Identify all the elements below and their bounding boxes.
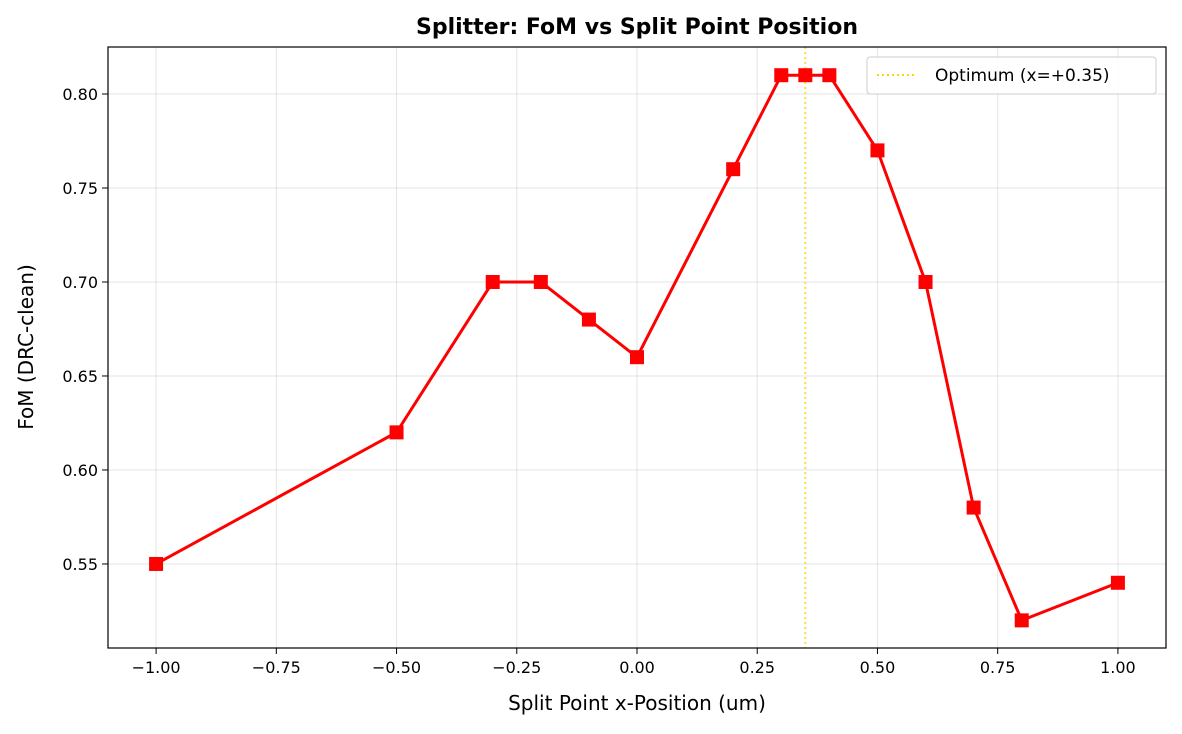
- data-point: [774, 68, 789, 83]
- x-tick-label: −0.25: [492, 658, 541, 677]
- y-axis: 0.55 0.60 0.65 0.70 0.75 0.80: [62, 85, 108, 574]
- data-point: [533, 274, 548, 289]
- x-tick-label: 0.25: [739, 658, 775, 677]
- x-tick-label: −0.75: [252, 658, 301, 677]
- y-tick-label: 0.75: [62, 179, 98, 198]
- data-point: [389, 425, 404, 440]
- grid: [108, 47, 1166, 648]
- y-tick-label: 0.80: [62, 85, 98, 104]
- legend-label: Optimum (x=+0.35): [935, 66, 1110, 86]
- x-tick-label: −1.00: [132, 658, 181, 677]
- y-tick-label: 0.55: [62, 555, 98, 574]
- data-point: [485, 274, 500, 289]
- data-point: [870, 143, 885, 158]
- data-point: [726, 162, 741, 177]
- y-tick-label: 0.70: [62, 273, 98, 292]
- x-axis: −1.00 −0.75 −0.50 −0.25 0.00 0.25 0.50 0.75 1.00: [132, 648, 1136, 677]
- data-point: [798, 68, 813, 83]
- y-tick-label: 0.60: [62, 461, 98, 480]
- x-tick-label: −0.50: [372, 658, 421, 677]
- chart-title: Splitter: FoM vs Split Point Position: [416, 15, 858, 40]
- data-point: [581, 312, 596, 327]
- data-point: [1014, 613, 1029, 628]
- data-point: [822, 68, 837, 83]
- y-tick-label: 0.65: [62, 367, 98, 386]
- data-point: [1110, 575, 1125, 590]
- legend-box: [866, 56, 1157, 95]
- y-axis-label: FoM (DRC-clean): [14, 264, 38, 430]
- data-point: [149, 556, 164, 571]
- data-point: [630, 350, 644, 365]
- data-point: [918, 274, 933, 289]
- x-tick-label: 0.50: [860, 658, 896, 677]
- x-tick-label: 1.00: [1100, 658, 1136, 677]
- data-point: [966, 500, 981, 515]
- series-group: [149, 68, 1125, 628]
- x-axis-label: Split Point x-Position (um): [508, 691, 766, 715]
- legend: Optimum (x=+0.35): [866, 56, 1157, 95]
- x-tick-label: 0.00: [619, 658, 655, 677]
- x-tick-label: 0.75: [980, 658, 1016, 677]
